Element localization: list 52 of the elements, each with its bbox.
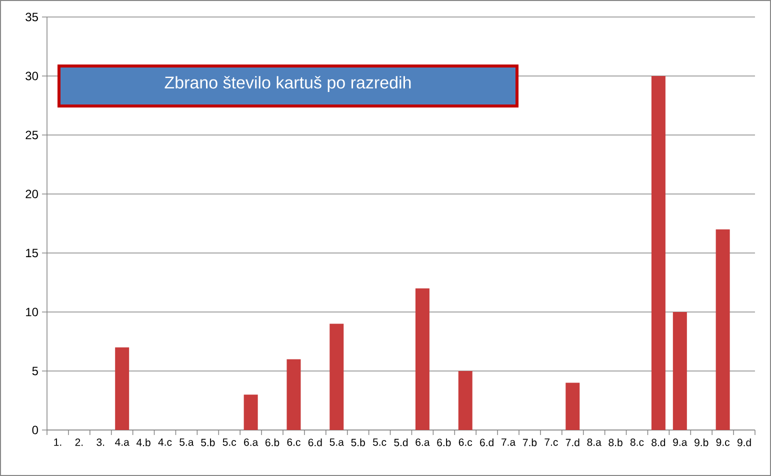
x-tick-label: 5.c	[372, 438, 386, 446]
y-tick-label: 25	[26, 130, 38, 140]
bar	[672, 312, 687, 430]
x-tick-label: 5.a	[180, 438, 194, 446]
bar	[716, 229, 730, 430]
bar	[651, 76, 666, 430]
y-tick-label: 10	[26, 308, 38, 316]
x-tick-label: 5.b	[351, 438, 365, 446]
x-tick-label: 6.d	[308, 438, 322, 446]
bar	[115, 347, 130, 430]
x-tick-label: 4.c	[158, 438, 172, 446]
x-tick-label: 7.d	[566, 438, 580, 446]
x-tick-label: 7.c	[544, 438, 558, 446]
x-tick-label: 9.b	[694, 438, 708, 446]
y-tick-label: 35	[26, 12, 38, 22]
x-tick-label: 6.c	[287, 438, 300, 446]
x-tick-label: 6.c	[458, 438, 472, 446]
bar	[566, 382, 580, 430]
x-tick-label: 9.d	[737, 438, 751, 446]
x-tick-label: 6.b	[266, 438, 280, 446]
x-tick-label: 6.d	[480, 438, 494, 446]
x-tick-label: 9.a	[673, 438, 688, 446]
x-tick-label: 7.a	[502, 438, 516, 446]
x-tick-label: 7.b	[522, 438, 537, 446]
bar	[244, 394, 258, 430]
x-tick-label: 4.a	[115, 438, 130, 446]
y-tick-label: 5	[32, 366, 38, 376]
y-tick-label: 20	[26, 190, 38, 198]
x-tick-label: 5.c	[222, 438, 236, 446]
y-tick-label: 0	[32, 426, 38, 434]
bar	[286, 359, 301, 430]
x-tick-label: 8.b	[608, 438, 622, 446]
x-tick-label: 6.a	[416, 438, 430, 446]
x-tick-label: 8.a	[587, 438, 602, 446]
x-tick-label: 6.b	[437, 438, 451, 446]
y-tick-label: 15	[26, 248, 38, 258]
x-tick-label: 4.b	[136, 438, 150, 446]
x-tick-label: 8.c	[630, 438, 644, 446]
x-tick-label: 5.a	[330, 438, 344, 446]
bar	[330, 324, 344, 430]
x-tick-label: 8.d	[652, 438, 666, 446]
x-tick-label: 2.	[75, 438, 83, 446]
x-tick-label: 9.c	[716, 438, 730, 446]
x-tick-label: 1.	[54, 438, 62, 446]
bar	[458, 371, 472, 430]
y-tick-label: 30	[26, 72, 38, 80]
bar	[415, 288, 430, 430]
text: Zbrano število kartuš po razredih	[164, 76, 411, 92]
x-tick-label: 6.a	[244, 438, 258, 446]
x-tick-label: 3.	[96, 438, 104, 446]
x-tick-label: 5.d	[394, 438, 408, 446]
x-tick-label: 5.b	[201, 438, 215, 446]
